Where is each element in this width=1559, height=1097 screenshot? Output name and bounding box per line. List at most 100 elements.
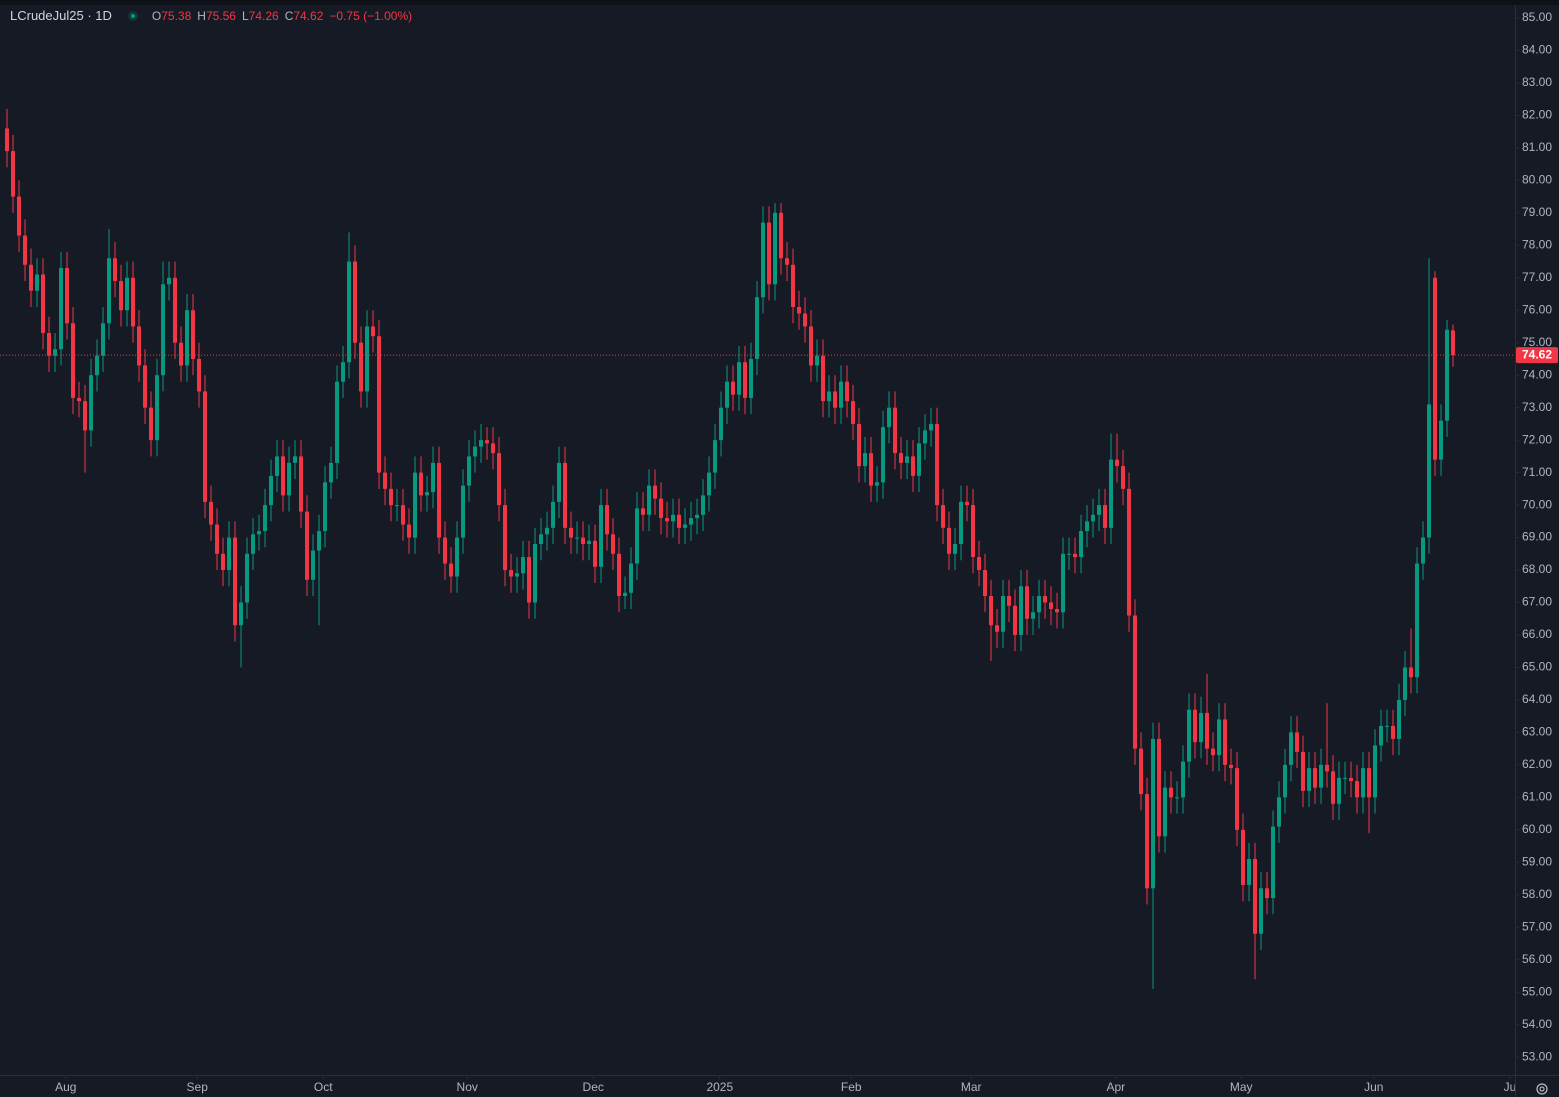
y-tick-label: 57.00 <box>1522 919 1552 933</box>
candle-body <box>731 381 736 395</box>
candle-body <box>761 222 766 298</box>
ohlc-letter: C <box>284 9 294 23</box>
candle-body <box>1175 797 1180 799</box>
y-tick-label: 70.00 <box>1522 497 1552 511</box>
candle-body <box>1181 761 1186 798</box>
candle-body <box>1289 732 1294 765</box>
ohlc-letter: H <box>197 9 206 23</box>
last-price-tag <box>1516 347 1558 364</box>
candle-body <box>1145 794 1150 889</box>
candle-body <box>1055 609 1060 613</box>
last-price-label: 74.62 <box>1522 348 1552 362</box>
y-tick-label: 79.00 <box>1522 205 1552 219</box>
candle-body <box>1139 748 1144 795</box>
candle-body <box>1283 764 1288 798</box>
candle-body <box>353 261 358 343</box>
candle-body <box>83 401 88 431</box>
candle-body <box>833 391 838 408</box>
symbol-title[interactable]: LCrudeJul25 · 1D <box>10 8 112 23</box>
candle-body <box>323 482 328 532</box>
candle-body <box>1085 521 1090 532</box>
candle-body <box>1187 709 1192 762</box>
candle-body <box>1235 768 1240 830</box>
candle-body <box>563 462 568 528</box>
candle-body <box>1103 505 1108 528</box>
y-tick-label: 63.00 <box>1522 725 1552 739</box>
candle-body <box>233 537 238 626</box>
candle-body <box>287 462 292 496</box>
candle-body <box>971 505 976 558</box>
y-tick-label: 80.00 <box>1522 173 1552 187</box>
candle-body <box>767 222 772 285</box>
candle-body <box>377 336 382 473</box>
candle-body <box>1295 732 1300 752</box>
settings-icon[interactable] <box>1536 1083 1548 1095</box>
candle-body <box>1157 738 1162 837</box>
candle-body <box>845 381 850 402</box>
candle-body <box>605 505 610 535</box>
candle-body <box>407 524 412 538</box>
candle-body <box>275 456 280 476</box>
candle-body <box>131 277 136 327</box>
candle-body <box>329 462 334 483</box>
candle-body <box>1409 667 1414 678</box>
candle-body <box>245 553 250 603</box>
candle-body <box>419 472 424 496</box>
candle-body <box>533 544 538 603</box>
candle-body <box>1451 330 1456 356</box>
candle-body <box>491 443 496 454</box>
candle-body <box>125 277 130 311</box>
candles <box>5 108 1456 989</box>
candle-body <box>665 518 670 522</box>
legend-header: LCrudeJul25 · 1D O75.38 H75.56 L74.26 C74.62… <box>10 8 418 23</box>
settings-icon-ring <box>1536 1083 1548 1095</box>
candle-body <box>35 274 40 291</box>
y-tick-label: 83.00 <box>1522 75 1552 89</box>
candle-body <box>503 505 508 571</box>
y-tick-label: 65.00 <box>1522 660 1552 674</box>
candle-body <box>803 313 808 327</box>
candle-body <box>1373 745 1378 798</box>
candle-body <box>857 423 862 467</box>
candle-body <box>1433 277 1438 460</box>
candle-body <box>269 475 274 506</box>
ohlc-letter: L <box>241 9 249 23</box>
candle-body <box>1337 777 1342 804</box>
candle-body <box>1127 488 1132 616</box>
candle-body <box>137 326 142 366</box>
candle-body <box>1421 537 1426 564</box>
candle-body <box>677 514 682 528</box>
candle-body <box>455 537 460 577</box>
candle-body <box>1427 404 1432 538</box>
candle-body <box>839 381 844 408</box>
candle-body <box>11 151 16 197</box>
candle-body <box>1397 699 1402 739</box>
y-tick-label: 76.00 <box>1522 302 1552 316</box>
candle-body <box>1241 829 1246 886</box>
candle-body <box>719 407 724 441</box>
candle-body <box>437 462 442 538</box>
candle-body <box>299 456 304 512</box>
candle-body <box>95 355 100 376</box>
candle-body <box>1031 612 1036 619</box>
candle-body <box>905 456 910 463</box>
ohlc-value: 75.38 <box>161 9 192 23</box>
candle-body <box>593 540 598 567</box>
candle-body <box>1265 888 1270 899</box>
candle-body <box>5 128 10 152</box>
candle-body <box>785 258 790 265</box>
candle-body <box>1163 787 1168 837</box>
candle-body <box>899 453 904 463</box>
candle-body <box>797 307 802 314</box>
candle-body <box>1097 505 1102 515</box>
candle-body <box>1115 459 1120 467</box>
candle-body <box>1331 771 1336 804</box>
candle-body <box>953 544 958 554</box>
candle-body <box>635 508 640 564</box>
candle-body <box>827 391 832 402</box>
candle-body <box>365 326 370 392</box>
candle-body <box>1223 719 1228 765</box>
candle-body <box>281 456 286 496</box>
candle-body <box>1385 725 1390 727</box>
